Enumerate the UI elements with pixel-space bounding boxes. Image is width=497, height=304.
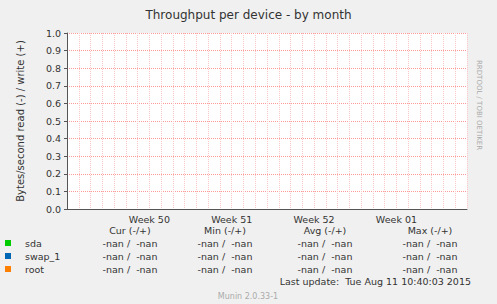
svg-text:0.6: 0.6 (46, 98, 61, 109)
html-text:-nan / -nan: -nan / -nan (297, 238, 353, 249)
svg-text:0.0: 0.0 (46, 204, 61, 215)
html-text:Cur (-/+): Cur (-/+) (109, 225, 151, 236)
html-text:-nan / -nan: -nan / -nan (197, 264, 253, 275)
svg-text:Week 01: Week 01 (376, 214, 417, 225)
html-text:-nan / -nan: -nan / -nan (102, 264, 158, 275)
svg-text:0.5: 0.5 (46, 116, 61, 127)
svg-text:0.2: 0.2 (46, 168, 61, 179)
svg-text:Week 51: Week 51 (211, 214, 252, 225)
html-text:-nan / -nan: -nan / -nan (197, 251, 253, 262)
html-text:-nan / -nan: -nan / -nan (297, 251, 353, 262)
svg-text:1.0: 1.0 (46, 28, 61, 39)
svg-text:Bytes/second read (-) / write: Bytes/second read (-) / write (+) (15, 40, 26, 202)
html-text:Min (-/+): Min (-/+) (204, 225, 246, 236)
svg-text:0.8: 0.8 (46, 63, 61, 74)
html-text:sda: sda (25, 238, 42, 249)
html-text:RRDTOOL / TOBI OETIKER: RRDTOOL / TOBI OETIKER (475, 60, 483, 151)
html-text:-nan / -nan: -nan / -nan (102, 251, 158, 262)
html-text:Last update: Tue Aug 11 10:40:: Last update: Tue Aug 11 10:40:03 2015 (279, 276, 471, 287)
svg-text:0.3: 0.3 (46, 151, 61, 162)
svg-text:Throughput per device - by mon: Throughput per device - by month (144, 8, 351, 22)
html-text:-nan / -nan: -nan / -nan (297, 264, 353, 275)
html-text:Avg (-/+): Avg (-/+) (303, 225, 347, 236)
svg-text:Week 52: Week 52 (293, 214, 334, 225)
html-text:Munin 2.0.33-1: Munin 2.0.33-1 (217, 292, 279, 301)
html-text:-nan / -nan: -nan / -nan (402, 264, 458, 275)
html-text:Max (-/+): Max (-/+) (407, 225, 453, 236)
svg-text:0.9: 0.9 (46, 45, 61, 56)
html-text:-nan / -nan: -nan / -nan (102, 238, 158, 249)
svg-text:Week 50: Week 50 (129, 214, 170, 225)
html-text:-nan / -nan: -nan / -nan (402, 238, 458, 249)
html-text:-nan / -nan: -nan / -nan (402, 251, 458, 262)
html-text:root: root (25, 264, 44, 275)
svg-text:0.4: 0.4 (46, 133, 61, 144)
svg-text:0.1: 0.1 (46, 186, 61, 197)
html-text:swap_1: swap_1 (25, 251, 61, 262)
html-text:-nan / -nan: -nan / -nan (197, 238, 253, 249)
svg-text:0.7: 0.7 (46, 80, 61, 91)
